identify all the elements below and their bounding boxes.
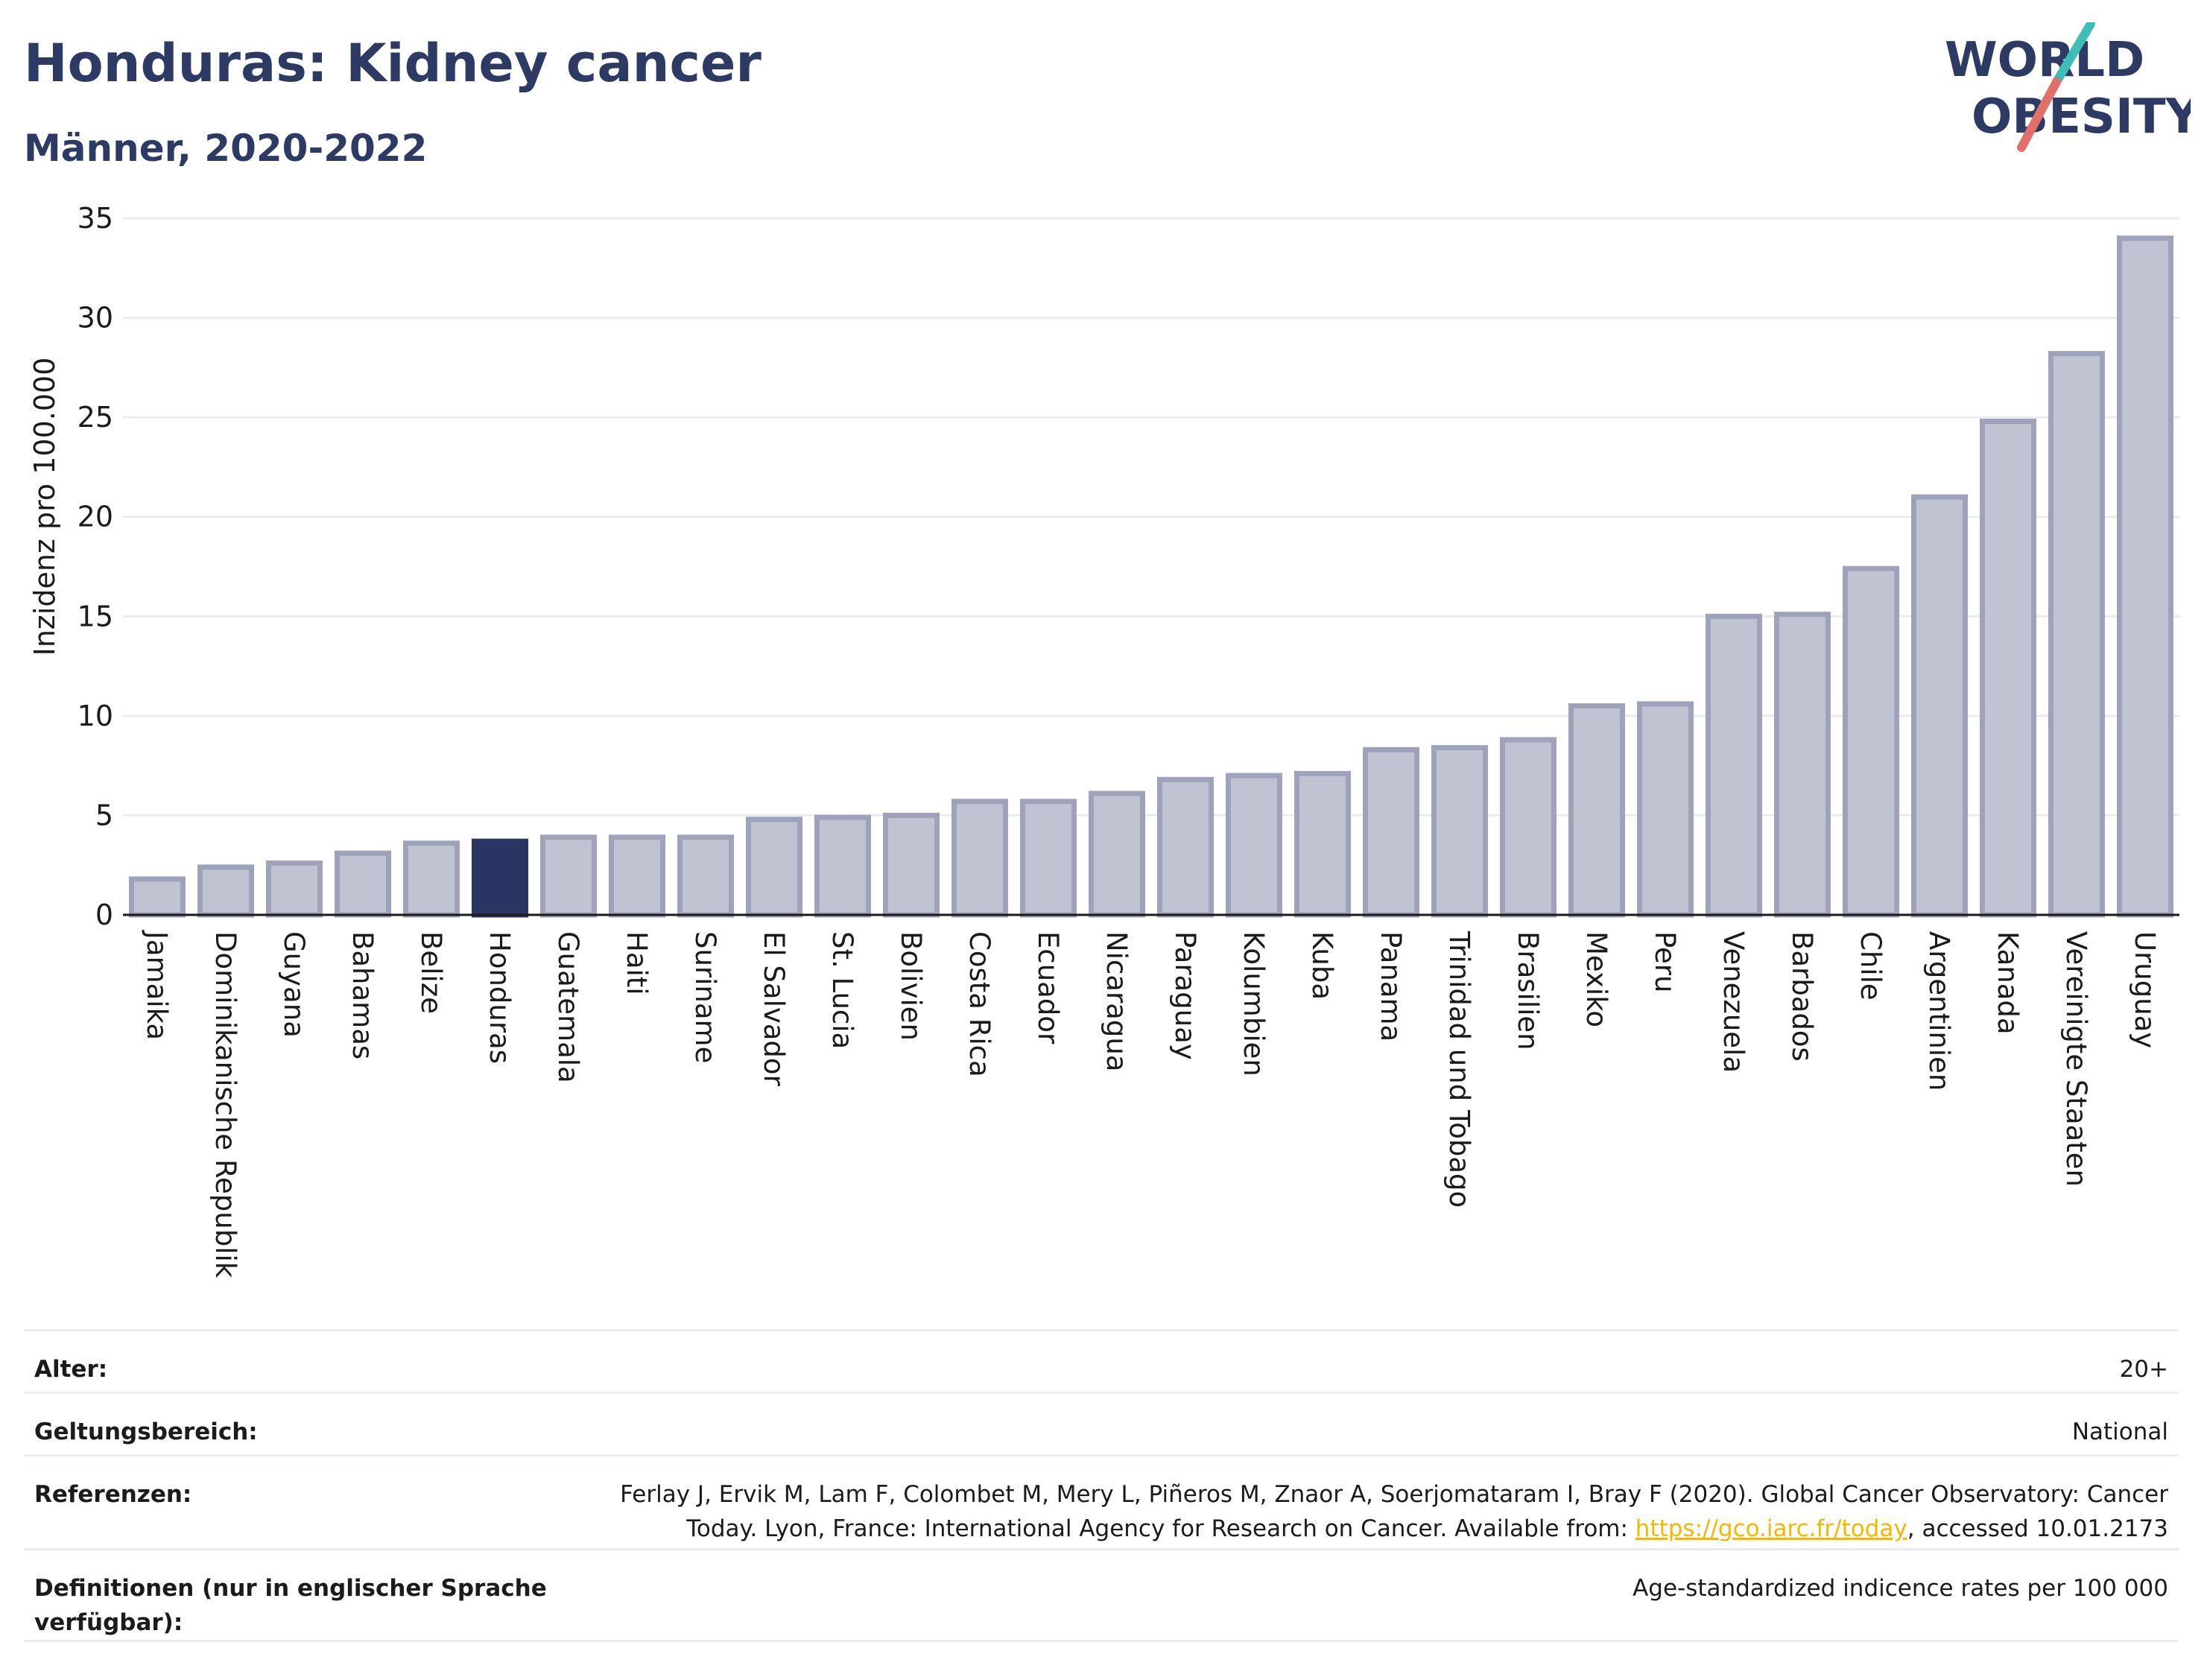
x-tick-label: Kolumbien (1238, 931, 1270, 1077)
x-tick-label: Kanada (1992, 931, 2024, 1035)
reference-accessed: , accessed 10.01.2173 (1907, 1515, 2168, 1542)
x-tick-label: Barbados (1786, 931, 1818, 1062)
bar (1294, 770, 1351, 918)
logo-text-world: WORLD (1945, 33, 2144, 88)
x-tick-label: Bolivien (895, 931, 927, 1041)
meta-row-references: Referenzen: Ferlay J, Ervik M, Lam F, Co… (24, 1454, 2179, 1548)
x-tick-label: Chile (1855, 931, 1887, 1001)
bar (1020, 799, 1077, 918)
y-tick-label: 15 (77, 600, 113, 633)
x-tick-label: Jamaika (141, 930, 173, 1040)
meta-value-age: 20+ (2119, 1356, 2168, 1383)
x-tick-label: Mexiko (1580, 931, 1612, 1027)
meta-row-age: Alter: 20+ (24, 1329, 2179, 1392)
bar (335, 850, 391, 918)
y-tick-label: 25 (77, 401, 113, 434)
chart-subtitle: Männer, 2020-2022 (24, 127, 428, 170)
bar (951, 799, 1008, 918)
bar (677, 834, 734, 918)
y-tick-label: 5 (95, 799, 113, 831)
reference-link[interactable]: https://gco.iarc.fr/today (1635, 1515, 1907, 1542)
x-tick-label: Haiti (621, 931, 653, 995)
x-tick-label: Dominikanische Republik (209, 931, 241, 1278)
bar (1637, 701, 1694, 918)
y-tick-label: 10 (77, 700, 113, 732)
y-tick-label: 35 (77, 202, 113, 235)
bar (1363, 747, 1419, 918)
logo-text-obesity: OBESITY (1972, 89, 2191, 145)
x-tick-label: Nicaragua (1101, 931, 1133, 1071)
y-tick-label: 30 (77, 302, 113, 335)
bar (266, 860, 323, 918)
bar (472, 838, 528, 918)
bar (1980, 418, 2036, 918)
x-tick-label: Guatemala (552, 931, 584, 1083)
bar (1843, 565, 1899, 918)
reference-text: Ferlay J, Ervik M, Lam F, Colombet M, Me… (620, 1481, 2168, 1542)
bar (197, 864, 254, 918)
bar-chart: 0 5 10 15 20 25 30 35 Jamaika Dominikanische Repu… (77, 202, 2179, 1278)
y-tick-label: 20 (77, 501, 113, 533)
bar (1706, 613, 1762, 918)
x-tick-label: Uruguay (2129, 931, 2161, 1048)
bar (2117, 235, 2173, 918)
x-tick-label: Ecuador (1032, 931, 1064, 1045)
x-tick-label: Belize (415, 931, 447, 1014)
meta-value-scope: National (2071, 1419, 2168, 1445)
x-tick-label: Guyana (278, 931, 310, 1038)
bar (540, 834, 597, 918)
bar (814, 814, 871, 918)
x-tick-label: Honduras (484, 931, 516, 1064)
x-tick-label: El Salvador (758, 931, 790, 1087)
bar (883, 812, 940, 918)
logo-slash-lower (2017, 77, 2061, 152)
x-tick-label: Suriname (689, 931, 721, 1063)
x-tick-label: Costa Rica (963, 931, 995, 1077)
world-obesity-logo: WORLD OBESITY (1945, 22, 2191, 152)
meta-key-definitions: Definitionen (nur in englischer Sprache … (34, 1575, 547, 1636)
meta-row-definitions: Definitionen (nur in englischer Sprache … (24, 1548, 2179, 1642)
bar (609, 834, 665, 918)
chart-title: Honduras: Kidney cancer (24, 33, 761, 94)
x-tick-label: Bahamas (346, 931, 379, 1059)
x-tick-label: Vereinigte Staaten (2060, 931, 2092, 1187)
meta-value-definitions: Age-standardized indicence rates per 100… (1633, 1575, 2168, 1602)
meta-value-references: Ferlay J, Ervik M, Lam F, Colombet M, Me… (571, 1477, 2168, 1546)
x-tick-label: Paraguay (1169, 931, 1201, 1060)
bar (129, 876, 186, 918)
bar (2048, 351, 2105, 918)
bar (403, 840, 460, 918)
bar (1089, 790, 1145, 918)
x-tick-label: Brasilien (1512, 931, 1544, 1050)
x-tick-label: Panama (1375, 931, 1407, 1042)
x-tick-label: Trinidad und Tobago (1443, 931, 1475, 1208)
x-tick-label: Venezuela (1717, 931, 1749, 1073)
x-tick-label: Argentinien (1923, 931, 1955, 1091)
bar (1911, 494, 1968, 918)
bar (746, 817, 802, 918)
x-tick-label: St. Lucia (826, 931, 858, 1049)
meta-row-scope: Geltungsbereich: National (24, 1392, 2179, 1454)
x-tick-label: Peru (1649, 931, 1681, 992)
meta-key-age: Alter: (34, 1356, 108, 1383)
bar (1500, 737, 1557, 918)
y-tick-label: 0 (95, 898, 113, 931)
metadata-table: Alter: 20+ Geltungsbereich: National Ref… (24, 1329, 2179, 1642)
bar (1226, 773, 1282, 918)
meta-key-references: Referenzen: (34, 1481, 192, 1508)
meta-key-scope: Geltungsbereich: (34, 1419, 258, 1445)
bar (1568, 703, 1625, 918)
bar (1431, 745, 1488, 918)
bar (1157, 776, 1214, 918)
x-tick-label: Kuba (1306, 931, 1338, 1000)
logo-slash-upper (2052, 22, 2095, 86)
bar (1774, 612, 1831, 918)
